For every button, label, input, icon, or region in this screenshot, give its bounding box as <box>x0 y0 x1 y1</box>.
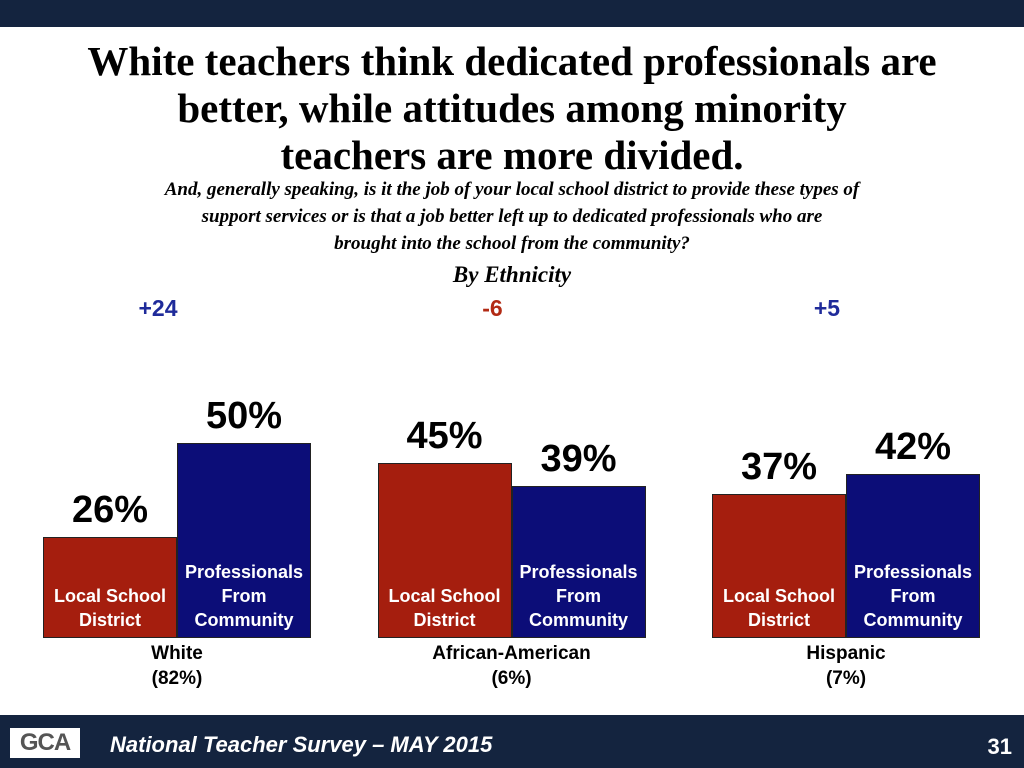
value-label: 26% <box>71 488 149 531</box>
difference-label: -6 <box>482 295 503 321</box>
value-label: 45% <box>406 414 483 457</box>
x-tick-label: African-American <box>432 643 591 664</box>
bar <box>712 493 846 638</box>
x-tick-sublabel: (7%) <box>825 668 867 689</box>
difference-label: +5 <box>813 295 841 321</box>
logo: GCA <box>10 728 80 758</box>
chart-title: White teachers think dedicated professio… <box>87 38 937 178</box>
bar <box>511 485 646 638</box>
bar <box>846 474 980 638</box>
bar <box>43 536 177 638</box>
group-title: By Ethnicity <box>452 262 572 287</box>
chart-subtitle: And, generally speaking, is it the job o… <box>164 179 860 254</box>
bar <box>377 462 512 638</box>
bar <box>177 443 311 638</box>
top-bar <box>0 0 1024 27</box>
bar-series-label: Local School District <box>53 586 167 630</box>
value-label: 37% <box>740 445 818 488</box>
page-number: 31 <box>987 734 1012 759</box>
value-label: 39% <box>540 437 617 480</box>
bar-series-label: Professionals From Community <box>519 562 638 630</box>
x-tick-sublabel: (82%) <box>151 668 203 689</box>
x-tick-sublabel: (6%) <box>491 668 532 689</box>
footer-bar <box>0 715 1024 768</box>
value-label: 50% <box>205 395 283 437</box>
footer-text: National Teacher Survey – MAY 2015 <box>110 732 493 757</box>
x-tick-label: Hispanic <box>806 643 886 664</box>
bar-series-label: Local School District <box>388 586 501 630</box>
value-label: 42% <box>874 426 952 469</box>
x-tick-label: White <box>151 643 203 664</box>
bar-series-label: Professionals From Community <box>184 562 304 630</box>
bar-series-label: Local School District <box>722 586 836 630</box>
difference-label: +24 <box>138 295 178 321</box>
bar-series-label: Professionals From Community <box>853 562 973 630</box>
